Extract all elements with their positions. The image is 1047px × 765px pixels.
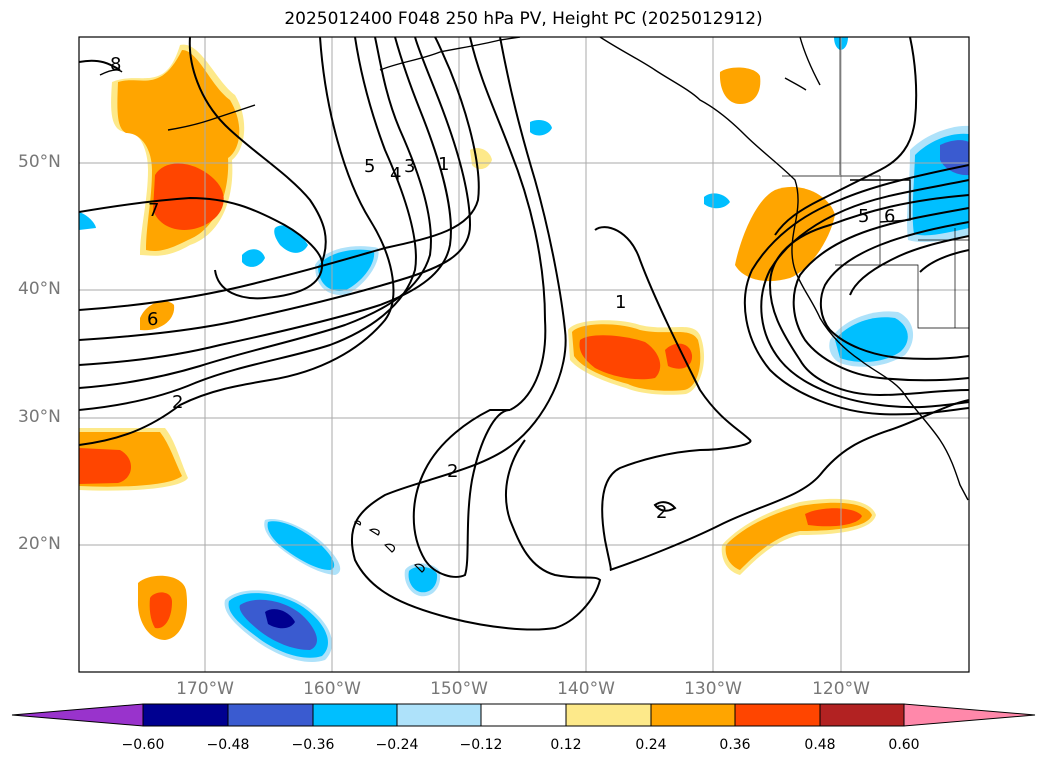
colorbar-cell: [650, 703, 736, 727]
pv-positive-region: [805, 508, 862, 527]
lat-label: 30°N: [18, 407, 61, 427]
lon-label: 170°W: [176, 679, 234, 699]
contour-label: 8: [110, 54, 121, 75]
colorbar-tick: 0.36: [719, 737, 751, 753]
colorbar-cell: [565, 703, 652, 727]
pv-negative-region: [835, 317, 908, 362]
colorbar-tick: 0.60: [888, 737, 920, 753]
contour-label: 1: [615, 292, 626, 313]
state-borders: [782, 37, 969, 329]
contour-label: 3: [404, 156, 415, 177]
contour-label: 2: [172, 392, 183, 413]
pv-positive-region: [719, 67, 761, 104]
coastlines: [99, 37, 969, 501]
colorbar-cell: [396, 703, 482, 727]
colorbar-cell: [480, 703, 567, 727]
colorbar-cell: [819, 703, 905, 727]
lon-label: 160°W: [303, 679, 361, 699]
pv-negative-region: [530, 120, 552, 136]
colorbar-cell: [312, 703, 398, 727]
lon-label: 130°W: [684, 679, 742, 699]
contour-label: 6: [884, 206, 895, 227]
plot-frame: [78, 36, 970, 673]
colorbar-tick: −0.60: [121, 737, 165, 753]
pv-negative-region: [408, 566, 438, 593]
colorbar-cell: [734, 703, 821, 727]
colorbar-tick: −0.12: [459, 737, 503, 753]
colorbar-tick: −0.48: [206, 737, 250, 753]
pv-positive-region: [149, 592, 172, 629]
colorbar-cell: [903, 703, 1036, 727]
contour-label: 4: [390, 164, 401, 185]
lat-label: 40°N: [18, 279, 61, 299]
contour-labels: 1 1 2 2 2 3 4 5 5 6 6 7 8: [110, 54, 895, 523]
contour-label: 5: [858, 206, 869, 227]
contour-label: 2: [447, 461, 458, 482]
colorbar: [11, 703, 1036, 727]
lat-label: 20°N: [18, 534, 61, 554]
pv-negative-region: [267, 521, 335, 570]
contour-label: 2: [656, 502, 667, 523]
colorbar-tick: −0.24: [375, 737, 419, 753]
contour-label: 6: [147, 309, 158, 330]
pv-negative-region: [265, 609, 295, 629]
pv-negative-region: [242, 249, 265, 267]
pv-anomaly-shading: [79, 37, 969, 663]
colorbar-cell: [11, 703, 144, 727]
contour-label: 5: [364, 156, 375, 177]
pv-positive-region: [579, 335, 661, 380]
pv-positive-region: [470, 148, 492, 170]
colorbar-tick: 0.48: [804, 737, 836, 753]
lon-label: 140°W: [557, 679, 615, 699]
contour-label: 7: [148, 200, 159, 221]
height-contours: [79, 37, 969, 631]
hawaii-islands: [353, 520, 425, 573]
pv-positive-region: [140, 301, 175, 331]
colorbar-tick: −0.36: [291, 737, 335, 753]
colorbar-tick: 0.24: [635, 737, 667, 753]
lon-label: 120°W: [812, 679, 870, 699]
pv-negative-region: [704, 193, 730, 209]
lon-label: 150°W: [430, 679, 488, 699]
pv-negative-region: [79, 212, 96, 230]
colorbar-tick: 0.12: [550, 737, 582, 753]
pv-positive-region: [79, 448, 132, 484]
colorbar-cell: [142, 703, 229, 727]
colorbar-cell: [227, 703, 314, 727]
lat-label: 50°N: [18, 152, 61, 172]
contour-label: 1: [438, 154, 449, 175]
pv-positive-region: [153, 163, 224, 230]
map-title: 2025012400 F048 250 hPa PV, Height PC (2…: [284, 9, 763, 29]
pv-negative-region: [274, 225, 308, 253]
